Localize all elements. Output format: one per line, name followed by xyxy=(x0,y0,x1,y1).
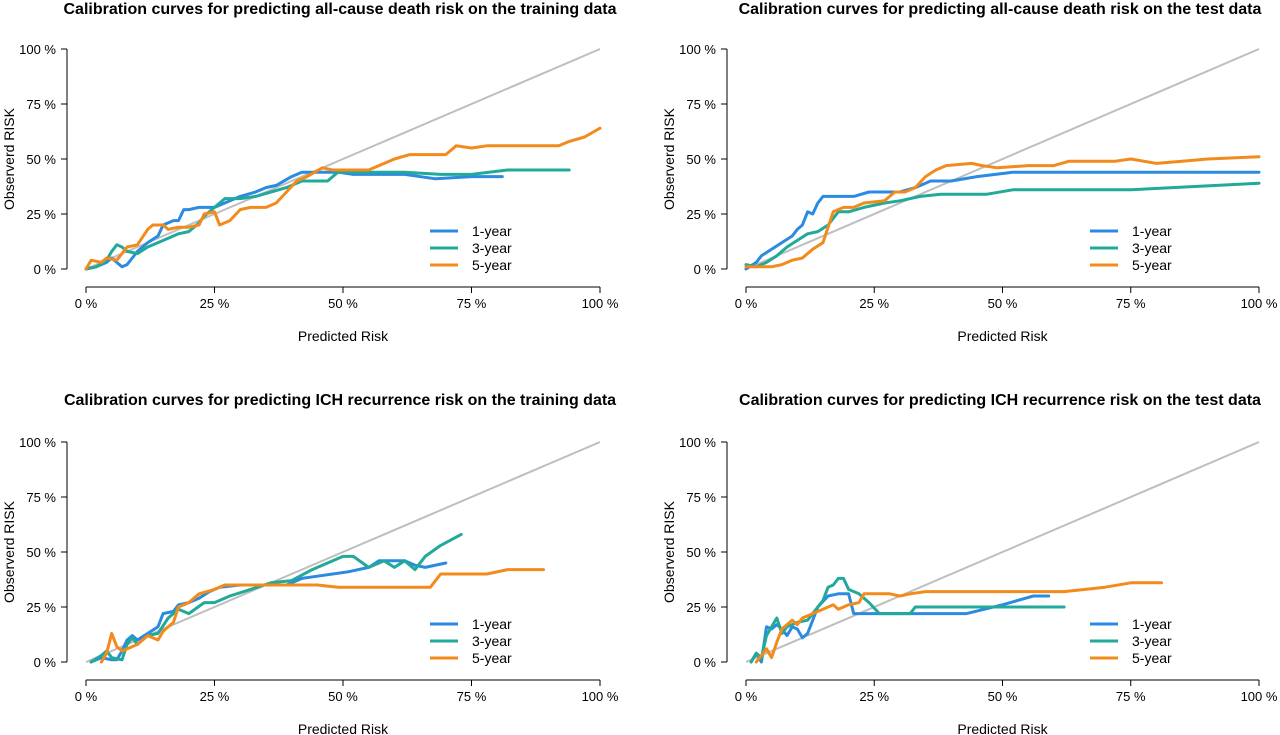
y-tick-label: 50 % xyxy=(686,152,716,167)
x-axis-title: Predicted Risk xyxy=(957,328,1048,344)
x-tick-label: 25 % xyxy=(859,296,889,311)
x-tick-label: 75 % xyxy=(457,296,487,311)
reference-diagonal-line xyxy=(85,48,601,270)
y-axis-title: Observerd RISK xyxy=(661,107,677,210)
x-tick-label: 0 % xyxy=(75,296,98,311)
y-tick-label: 0 % xyxy=(694,655,717,670)
y-tick-label: 50 % xyxy=(686,545,716,560)
chart-panel-4: Calibration curves for predicting ICH re… xyxy=(661,392,1278,735)
chart-title: Calibration curves for predicting all-ca… xyxy=(63,1,616,18)
legend-label-1-year: 1-year xyxy=(1132,616,1172,632)
x-tick-label: 50 % xyxy=(328,296,358,311)
x-tick-label: 50 % xyxy=(988,296,1018,311)
series-line-5-year xyxy=(84,126,602,271)
x-tick-label: 100 % xyxy=(582,689,619,704)
chart-panel-3: Calibration curves for predicting ICH re… xyxy=(1,392,619,735)
y-tick-label: 25 % xyxy=(686,207,716,222)
x-tick-label: 25 % xyxy=(859,689,889,704)
series-line-1-year xyxy=(744,170,1261,271)
legend-label-5-year: 5-year xyxy=(1132,257,1172,273)
y-tick-label: 100 % xyxy=(19,435,56,450)
x-tick-label: 75 % xyxy=(1116,296,1146,311)
x-tick-label: 75 % xyxy=(457,689,487,704)
x-axis-title: Predicted Risk xyxy=(298,721,389,735)
series-line-5-year xyxy=(744,155,1261,269)
x-tick-label: 100 % xyxy=(1241,689,1278,704)
legend-label-1-year: 1-year xyxy=(1132,223,1172,239)
y-tick-label: 25 % xyxy=(26,207,56,222)
chart-title: Calibration curves for predicting ICH re… xyxy=(64,392,616,409)
legend-label-5-year: 5-year xyxy=(472,257,512,273)
legend-label-3-year: 3-year xyxy=(1132,240,1172,256)
y-axis-title: Observerd RISK xyxy=(1,107,17,210)
y-tick-label: 50 % xyxy=(26,152,56,167)
legend-label-5-year: 5-year xyxy=(472,650,512,666)
legend-label-3-year: 3-year xyxy=(472,240,512,256)
x-tick-label: 0 % xyxy=(75,689,98,704)
y-tick-label: 75 % xyxy=(686,97,716,112)
chart-panel-2: Calibration curves for predicting all-ca… xyxy=(661,1,1278,344)
x-tick-label: 50 % xyxy=(328,689,358,704)
legend-label-1-year: 1-year xyxy=(472,616,512,632)
y-axis-title: Observerd RISK xyxy=(1,500,17,603)
series-line-3-year xyxy=(744,181,1261,269)
series-line-5-year xyxy=(754,581,1163,664)
y-tick-label: 100 % xyxy=(679,435,716,450)
x-tick-label: 0 % xyxy=(735,689,758,704)
legend-label-5-year: 5-year xyxy=(1132,650,1172,666)
x-tick-label: 100 % xyxy=(582,296,619,311)
x-tick-label: 25 % xyxy=(200,296,230,311)
y-tick-label: 75 % xyxy=(26,490,56,505)
x-tick-label: 100 % xyxy=(1241,296,1278,311)
series-line-1-year xyxy=(84,170,504,271)
legend-label-1-year: 1-year xyxy=(472,223,512,239)
series-line-3-year xyxy=(89,532,463,664)
y-tick-label: 0 % xyxy=(34,655,57,670)
series-line-3-year xyxy=(749,576,1066,664)
y-axis-title: Observerd RISK xyxy=(661,500,677,603)
legend-label-3-year: 3-year xyxy=(1132,633,1172,649)
x-axis-title: Predicted Risk xyxy=(298,328,389,344)
y-tick-label: 25 % xyxy=(26,600,56,615)
reference-diagonal-line xyxy=(745,48,1260,270)
chart-title: Calibration curves for predicting ICH re… xyxy=(739,392,1261,409)
legend-label-3-year: 3-year xyxy=(472,633,512,649)
y-tick-label: 100 % xyxy=(19,42,56,57)
y-tick-label: 75 % xyxy=(686,490,716,505)
x-tick-label: 0 % xyxy=(735,296,758,311)
x-tick-label: 25 % xyxy=(200,689,230,704)
chart-title: Calibration curves for predicting all-ca… xyxy=(739,1,1262,18)
reference-diagonal-line xyxy=(745,441,1260,663)
y-tick-label: 25 % xyxy=(686,600,716,615)
series-line-5-year xyxy=(99,568,545,664)
x-axis-title: Predicted Risk xyxy=(957,721,1048,735)
x-tick-label: 50 % xyxy=(988,689,1018,704)
y-tick-label: 100 % xyxy=(679,42,716,57)
x-tick-label: 75 % xyxy=(1116,689,1146,704)
chart-panel-1: Calibration curves for predicting all-ca… xyxy=(1,1,619,344)
y-tick-label: 0 % xyxy=(34,262,57,277)
y-tick-label: 75 % xyxy=(26,97,56,112)
y-tick-label: 50 % xyxy=(26,545,56,560)
y-tick-label: 0 % xyxy=(694,262,717,277)
